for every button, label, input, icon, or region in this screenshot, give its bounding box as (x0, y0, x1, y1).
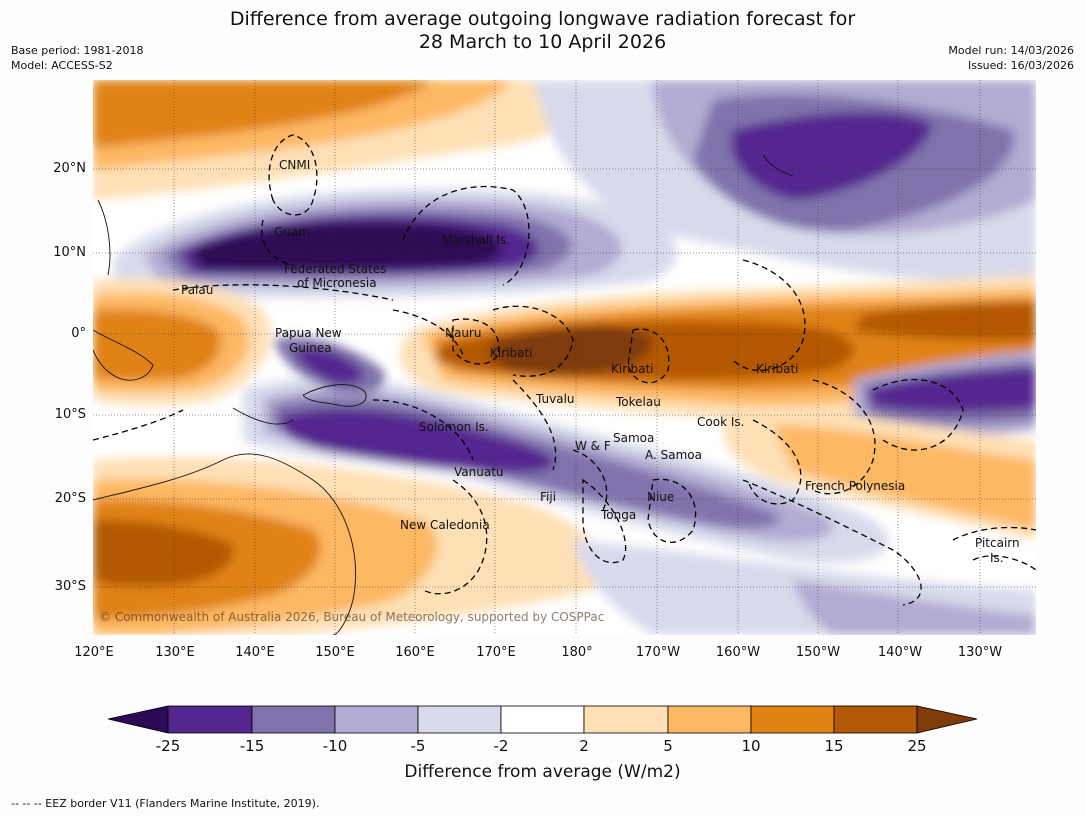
place-french-polynesia: French Polynesia (805, 479, 906, 493)
colorbar-swatch-10-5 (334, 705, 419, 734)
place-pitcairn-line1: Pitcairn (975, 536, 1020, 550)
colorbar-swatch-above-25 (916, 705, 978, 734)
model-name: Model: ACCESS-S2 (11, 59, 113, 72)
place-png-line1: Papua New (275, 326, 342, 340)
place-palau: Palau (181, 283, 214, 297)
meta-left: Base period: 1981-2018 Model: ACCESS-S2 (11, 43, 143, 73)
colorbar-swatch-2-2 (500, 705, 585, 734)
place-tonga: Tonga (601, 508, 637, 522)
colorbar-tick: 2 (579, 737, 589, 755)
lon-label-130e: 130°E (155, 645, 195, 660)
place-cnmi: CNMI (279, 158, 311, 172)
place-american-samoa: A. Samoa (645, 448, 702, 462)
map-title: Difference from average outgoing longwav… (0, 8, 1085, 54)
colorbar-tick: 10 (741, 737, 761, 755)
lat-label-20n: 20°N (53, 161, 86, 176)
colorbar-swatch-5-2 (417, 705, 502, 734)
lat-label-10s: 10°S (54, 407, 86, 422)
colorbar-tick: 5 (663, 737, 673, 755)
eez-borders (93, 134, 1036, 606)
lon-label-150e: 150°E (315, 645, 355, 660)
graticule (93, 80, 1036, 635)
colorbar-tick: 25 (907, 737, 927, 755)
place-samoa: Samoa (613, 431, 655, 445)
coastlines (93, 154, 794, 635)
lon-label-180: 180° (561, 645, 593, 660)
issued-date: Issued: 16/03/2026 (967, 59, 1074, 72)
lon-label-160w: 160°W (715, 645, 761, 660)
place-kiribati-west: Kiribati (490, 346, 533, 360)
colorbar-tick: -2 (493, 737, 509, 755)
place-nauru: Nauru (445, 326, 482, 340)
colorbar-swatch-10-15 (750, 705, 835, 734)
lon-label-140e: 140°E (235, 645, 275, 660)
map-canvas (93, 80, 1036, 635)
lon-label-160e: 160°E (395, 645, 435, 660)
lat-label-30s: 30°S (54, 579, 86, 594)
colorbar-swatch-2-5 (583, 705, 669, 734)
lat-label-0: 0° (71, 326, 86, 341)
place-guam: Guam (274, 225, 310, 239)
place-fsm-line2: of Micronesia (297, 276, 377, 290)
colorbar-tick: -15 (239, 737, 265, 755)
colorbar-swatch-below-25 (108, 705, 169, 734)
colorbar-tick: -25 (155, 737, 181, 755)
colorbar (108, 705, 978, 734)
lat-label-20s: 20°S (54, 491, 86, 506)
lat-label-10n: 10°N (53, 245, 86, 260)
olr-anomaly-map (93, 80, 1036, 635)
lon-label-170w: 170°W (635, 645, 681, 660)
colorbar-swatch-5-10 (667, 705, 752, 734)
lon-label-120e: 120°E (74, 645, 114, 660)
place-niue: Niue (647, 490, 675, 504)
place-kiribati-central: Kiribati (611, 362, 654, 376)
place-pitcairn-line2: Is. (990, 551, 1004, 565)
place-marshall-is: Marshall Is. (442, 233, 510, 247)
place-kiribati-east: Kiribati (756, 362, 799, 376)
colorbar-tick: -10 (322, 737, 348, 755)
place-tokelau: Tokelau (616, 395, 661, 409)
place-solomon-is: Solomon Is. (419, 420, 489, 434)
colorbar-tick: -5 (410, 737, 426, 755)
colorbar-swatch-25-15 (167, 705, 253, 734)
colorbar-label: Difference from average (W/m2) (404, 762, 681, 782)
meta-right: Model run: 14/03/2026 Issued: 16/03/2026 (948, 43, 1074, 73)
colorbar-swatch-15-10 (251, 705, 336, 734)
title-line-1: Difference from average outgoing longwav… (229, 8, 856, 30)
anomaly-field (93, 80, 1036, 635)
eez-footnote: -- -- -- EEZ border V11 (Flanders Marine… (11, 797, 320, 810)
place-new-caledonia: New Caledonia (400, 518, 490, 532)
title-line-2: 28 March to 10 April 2026 (418, 31, 667, 53)
place-vanuatu: Vanuatu (454, 465, 504, 479)
colorbar-tick: 15 (824, 737, 844, 755)
lon-label-130w: 130°W (957, 645, 1003, 660)
copyright-note: © Commonwealth of Australia 2026, Bureau… (99, 610, 605, 624)
place-fiji: Fiji (540, 490, 557, 504)
lon-label-150w: 150°W (795, 645, 841, 660)
model-run: Model run: 14/03/2026 (948, 44, 1074, 57)
place-tuvalu: Tuvalu (536, 392, 575, 406)
place-png-line2: Guinea (289, 341, 332, 355)
place-fsm-line1: Federated States (284, 262, 387, 276)
lon-label-170e: 170°E (476, 645, 516, 660)
lon-label-140w: 140°W (877, 645, 923, 660)
colorbar-swatch-15-25 (833, 705, 918, 734)
base-period: Base period: 1981-2018 (11, 44, 144, 57)
place-wallis-futuna: W & F (575, 439, 611, 453)
place-cook-is: Cook Is. (697, 415, 745, 429)
